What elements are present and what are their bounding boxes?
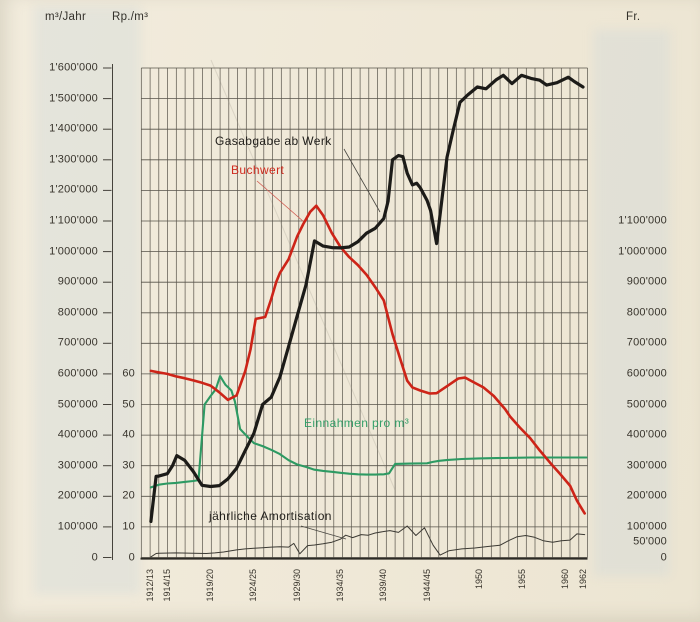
y-axis-tick-m3: 1'200'000: [49, 183, 98, 196]
y-axis-tick-m3: 600'000: [57, 367, 98, 380]
curve-label-buchwert: Buchwert: [231, 163, 285, 177]
y-axis-tick-m3: 100'000: [57, 520, 98, 533]
x-axis-tick: 1919/20: [205, 569, 216, 602]
y-axis-tick-fr: 600'000: [626, 367, 667, 380]
y-axis-tick-m3: 800'000: [57, 306, 98, 319]
y-axis-tick-m3: 200'000: [57, 489, 98, 502]
y-axis-tick-fr: 700'000: [626, 336, 667, 349]
x-axis-tick: 1960: [560, 569, 571, 590]
y-axis-tick-fr: 800'000: [626, 306, 667, 319]
y-axis-tick-m3: 1'000'000: [49, 245, 98, 258]
y-axis-tick-rp: 50: [122, 398, 135, 411]
x-axis-tick: 1934/35: [335, 569, 346, 602]
x-axis-tick: 1962: [577, 569, 588, 590]
y-axis-tick-m3: 300'000: [57, 459, 98, 472]
x-axis-tick: 1929/30: [291, 569, 302, 602]
y-axis-tick-m3: 1'400'000: [49, 122, 98, 135]
series-amortisation: [150, 525, 586, 558]
axis-unit-label-fr: Fr.: [626, 11, 641, 23]
series-buchwert: [149, 204, 587, 515]
y-axis-tick-fr: 1'000'000: [618, 245, 667, 258]
y-axis-tick-m3: 0: [91, 551, 98, 563]
y-axis-tick-fr: 1'100'000: [618, 214, 667, 227]
y-axis-tick-rp: 10: [122, 520, 135, 533]
x-axis-tick: 1912/13: [144, 569, 155, 602]
series-einnahmen: [149, 375, 588, 489]
y-axis-tick-rp: 60: [122, 367, 135, 380]
y-axis-tick-fr: 0: [660, 551, 667, 563]
series-gasabgabe: [149, 73, 585, 524]
y-axis-tick-fr: 900'000: [626, 275, 667, 288]
y-axis-tick-m3: 700'000: [57, 336, 98, 349]
x-axis-tick: 1924/25: [248, 569, 259, 602]
y-axis-tick-fr: 200'000: [626, 489, 667, 502]
y-axis-tick-m3: 900'000: [57, 275, 98, 288]
x-axis-tick: 1944/45: [421, 569, 432, 602]
x-axis-tick: 1914/15: [161, 569, 172, 602]
y-axis-tick-rp: 40: [122, 428, 135, 441]
x-axis-tick: 1950: [473, 569, 484, 590]
axis-unit-label-m3-jahr: m³/Jahr: [45, 11, 87, 23]
curve-label-einnahmen: Einnahmen pro m³: [304, 416, 410, 430]
y-axis-tick-fr: 100'000: [626, 520, 667, 533]
curve-label-amortisation: jährliche Amortisation: [209, 509, 332, 523]
y-axis-tick-m3: 1'500'000: [49, 92, 98, 105]
y-axis-tick-m3: 400'000: [57, 428, 98, 441]
y-axis-tick-rp: 20: [122, 489, 135, 502]
x-axis-tick: 1939/40: [378, 569, 389, 602]
y-axis-tick-fr: 400'000: [626, 428, 667, 441]
y-axis-tick-rp: 30: [122, 459, 135, 472]
y-axis-tick-m3: 1'100'000: [49, 214, 98, 227]
y-axis-tick-m3: 500'000: [57, 398, 98, 411]
y-axis-tick-m3: 1'600'000: [49, 61, 98, 74]
y-axis-tick-fr: 300'000: [626, 459, 667, 472]
curve-label-gasabgabe: Gasabgabe ab Werk: [215, 134, 332, 148]
y-axis-tick-fr: 50'000: [633, 535, 667, 548]
axis-unit-label-rp-m3: Rp./m³: [112, 11, 149, 23]
y-axis-tick-fr: 500'000: [626, 398, 667, 411]
y-axis-tick-rp: 0: [128, 551, 135, 563]
x-axis-tick: 1955: [516, 569, 527, 590]
y-axis-tick-m3: 1'300'000: [49, 153, 98, 166]
